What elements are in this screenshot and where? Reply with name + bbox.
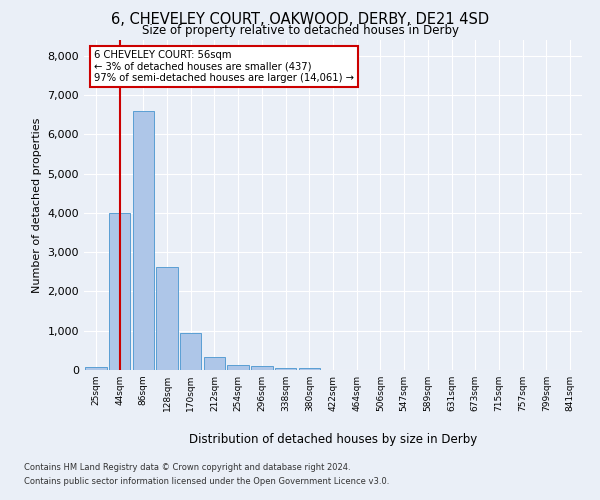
- Bar: [227, 364, 249, 370]
- Text: 6, CHEVELEY COURT, OAKWOOD, DERBY, DE21 4SD: 6, CHEVELEY COURT, OAKWOOD, DERBY, DE21 …: [111, 12, 489, 28]
- Bar: [109, 213, 130, 370]
- Text: 6 CHEVELEY COURT: 56sqm
← 3% of detached houses are smaller (437)
97% of semi-de: 6 CHEVELEY COURT: 56sqm ← 3% of detached…: [94, 50, 354, 83]
- Bar: [204, 358, 225, 370]
- Bar: [85, 367, 107, 370]
- Bar: [133, 110, 154, 370]
- Text: Size of property relative to detached houses in Derby: Size of property relative to detached ho…: [142, 24, 458, 37]
- Text: Distribution of detached houses by size in Derby: Distribution of detached houses by size …: [189, 432, 477, 446]
- Y-axis label: Number of detached properties: Number of detached properties: [32, 118, 42, 292]
- Bar: [299, 368, 320, 370]
- Bar: [180, 332, 202, 370]
- Text: Contains public sector information licensed under the Open Government Licence v3: Contains public sector information licen…: [24, 477, 389, 486]
- Bar: [275, 368, 296, 370]
- Bar: [157, 267, 178, 370]
- Text: Contains HM Land Registry data © Crown copyright and database right 2024.: Contains HM Land Registry data © Crown c…: [24, 464, 350, 472]
- Bar: [251, 366, 272, 370]
